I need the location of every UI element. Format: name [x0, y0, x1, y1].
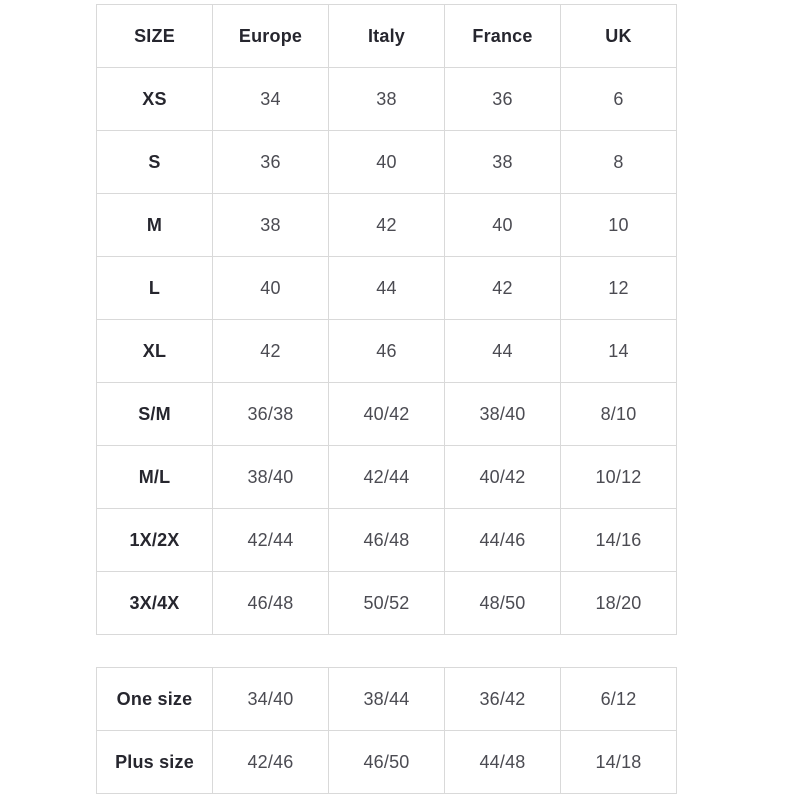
value-cell: 46/50 [328, 730, 445, 794]
table-row: S/M 36/38 40/42 38/40 8/10 [96, 382, 677, 446]
one-size-plus-size-table: One size 34/40 38/44 36/42 6/12 Plus size 42/4… [96, 667, 677, 794]
size-label-cell: One size [96, 667, 213, 731]
table-row: Plus size 42/46 46/50 44/48 14/18 [96, 730, 677, 794]
value-cell: 12 [560, 256, 677, 320]
column-header-size: SIZE [96, 4, 213, 68]
size-conversion-table-body: XS 34 38 36 6 S 36 40 38 8 M 38 42 40 10 L 40 44 42 12 XL 42 4… [96, 67, 677, 635]
column-header-europe: Europe [212, 4, 329, 68]
size-label-cell: M/L [96, 445, 213, 509]
value-cell: 46 [328, 319, 445, 383]
tables-gap [96, 635, 677, 667]
size-label-cell: XL [96, 319, 213, 383]
value-cell: 6/12 [560, 667, 677, 731]
size-conversion-table-header: SIZE Europe Italy France UK [96, 4, 677, 68]
column-header-france: France [444, 4, 561, 68]
column-header-uk: UK [560, 4, 677, 68]
size-label-cell: Plus size [96, 730, 213, 794]
value-cell: 40 [212, 256, 329, 320]
one-size-plus-size-table-body: One size 34/40 38/44 36/42 6/12 Plus size 42/4… [96, 667, 677, 794]
value-cell: 44/48 [444, 730, 561, 794]
value-cell: 14 [560, 319, 677, 383]
value-cell: 38 [328, 67, 445, 131]
column-header-italy: Italy [328, 4, 445, 68]
table-row: M 38 42 40 10 [96, 193, 677, 257]
value-cell: 38/40 [212, 445, 329, 509]
size-label-cell: XS [96, 67, 213, 131]
value-cell: 44/46 [444, 508, 561, 572]
value-cell: 42/46 [212, 730, 329, 794]
value-cell: 36 [212, 130, 329, 194]
table-row: XL 42 46 44 14 [96, 319, 677, 383]
value-cell: 36/42 [444, 667, 561, 731]
size-label-cell: M [96, 193, 213, 257]
value-cell: 46/48 [212, 571, 329, 635]
table-row: 1X/2X 42/44 46/48 44/46 14/16 [96, 508, 677, 572]
value-cell: 38/40 [444, 382, 561, 446]
value-cell: 10 [560, 193, 677, 257]
value-cell: 40/42 [328, 382, 445, 446]
value-cell: 40 [328, 130, 445, 194]
value-cell: 8/10 [560, 382, 677, 446]
size-label-cell: S/M [96, 382, 213, 446]
value-cell: 42 [328, 193, 445, 257]
value-cell: 34/40 [212, 667, 329, 731]
value-cell: 44 [328, 256, 445, 320]
size-label-cell: 1X/2X [96, 508, 213, 572]
size-label-cell: S [96, 130, 213, 194]
table-row: M/L 38/40 42/44 40/42 10/12 [96, 445, 677, 509]
value-cell: 50/52 [328, 571, 445, 635]
size-chart-section: SIZE Europe Italy France UK XS 34 38 36 6 S 36… [96, 4, 677, 794]
value-cell: 6 [560, 67, 677, 131]
value-cell: 38 [444, 130, 561, 194]
value-cell: 8 [560, 130, 677, 194]
value-cell: 48/50 [444, 571, 561, 635]
value-cell: 36 [444, 67, 561, 131]
table-row: One size 34/40 38/44 36/42 6/12 [96, 667, 677, 731]
value-cell: 40 [444, 193, 561, 257]
size-label-cell: L [96, 256, 213, 320]
value-cell: 18/20 [560, 571, 677, 635]
value-cell: 38/44 [328, 667, 445, 731]
value-cell: 36/38 [212, 382, 329, 446]
table-row: XS 34 38 36 6 [96, 67, 677, 131]
value-cell: 40/42 [444, 445, 561, 509]
value-cell: 14/16 [560, 508, 677, 572]
header-row: SIZE Europe Italy France UK [96, 4, 677, 68]
table-row: S 36 40 38 8 [96, 130, 677, 194]
value-cell: 10/12 [560, 445, 677, 509]
value-cell: 42 [444, 256, 561, 320]
value-cell: 42/44 [328, 445, 445, 509]
table-row: 3X/4X 46/48 50/52 48/50 18/20 [96, 571, 677, 635]
value-cell: 42 [212, 319, 329, 383]
size-label-cell: 3X/4X [96, 571, 213, 635]
value-cell: 42/44 [212, 508, 329, 572]
value-cell: 14/18 [560, 730, 677, 794]
value-cell: 46/48 [328, 508, 445, 572]
size-conversion-table: SIZE Europe Italy France UK XS 34 38 36 6 S 36… [96, 4, 677, 635]
value-cell: 34 [212, 67, 329, 131]
table-row: L 40 44 42 12 [96, 256, 677, 320]
value-cell: 38 [212, 193, 329, 257]
value-cell: 44 [444, 319, 561, 383]
